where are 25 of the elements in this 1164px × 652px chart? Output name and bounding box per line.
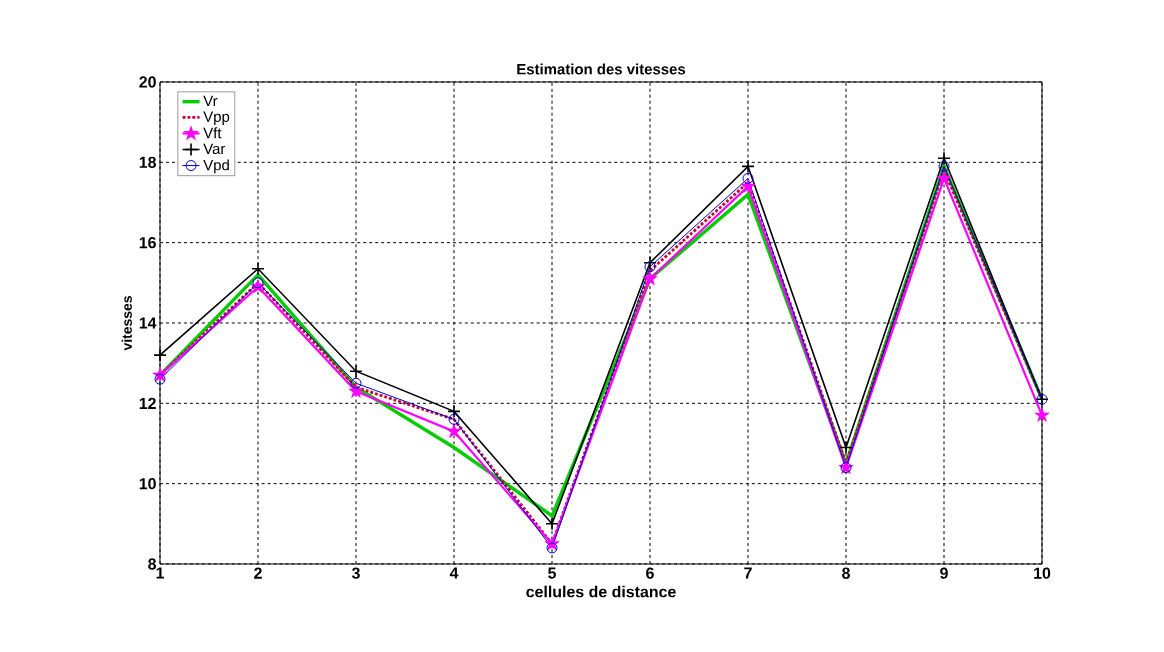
y-tick-label: 20: [139, 76, 156, 88]
y-tick-label: 10: [139, 478, 156, 490]
x-tick-label: 2: [254, 567, 262, 579]
x-tick-label: 5: [548, 567, 556, 579]
y-tick-label: 14: [139, 317, 157, 329]
x-tick-label: 1: [156, 567, 164, 579]
x-axis-title: cellules de distance: [526, 585, 676, 598]
y-axis-title: vitesses: [121, 296, 132, 351]
y-tick-label: 16: [139, 237, 156, 249]
y-tick-label: 8: [148, 558, 156, 570]
legend-label: Vpp: [203, 111, 230, 125]
x-tick-label: 3: [351, 567, 360, 579]
legend-label: Vr: [203, 95, 218, 107]
x-tick-label: 7: [744, 567, 752, 579]
y-tick-label: 18: [139, 156, 156, 168]
x-tick-label: 6: [646, 567, 654, 579]
x-tick-label: 4: [449, 567, 459, 579]
x-tick-label: 9: [940, 567, 948, 579]
x-tick-label: 10: [1034, 567, 1051, 579]
legend-label: Vft: [203, 127, 222, 139]
y-tick-label: 12: [139, 397, 156, 409]
legend-label: Vpd: [203, 159, 229, 174]
chart-title: Estimation des vitesses: [517, 63, 686, 75]
x-tick-label: 8: [842, 567, 850, 579]
legend-label: Var: [203, 143, 226, 155]
